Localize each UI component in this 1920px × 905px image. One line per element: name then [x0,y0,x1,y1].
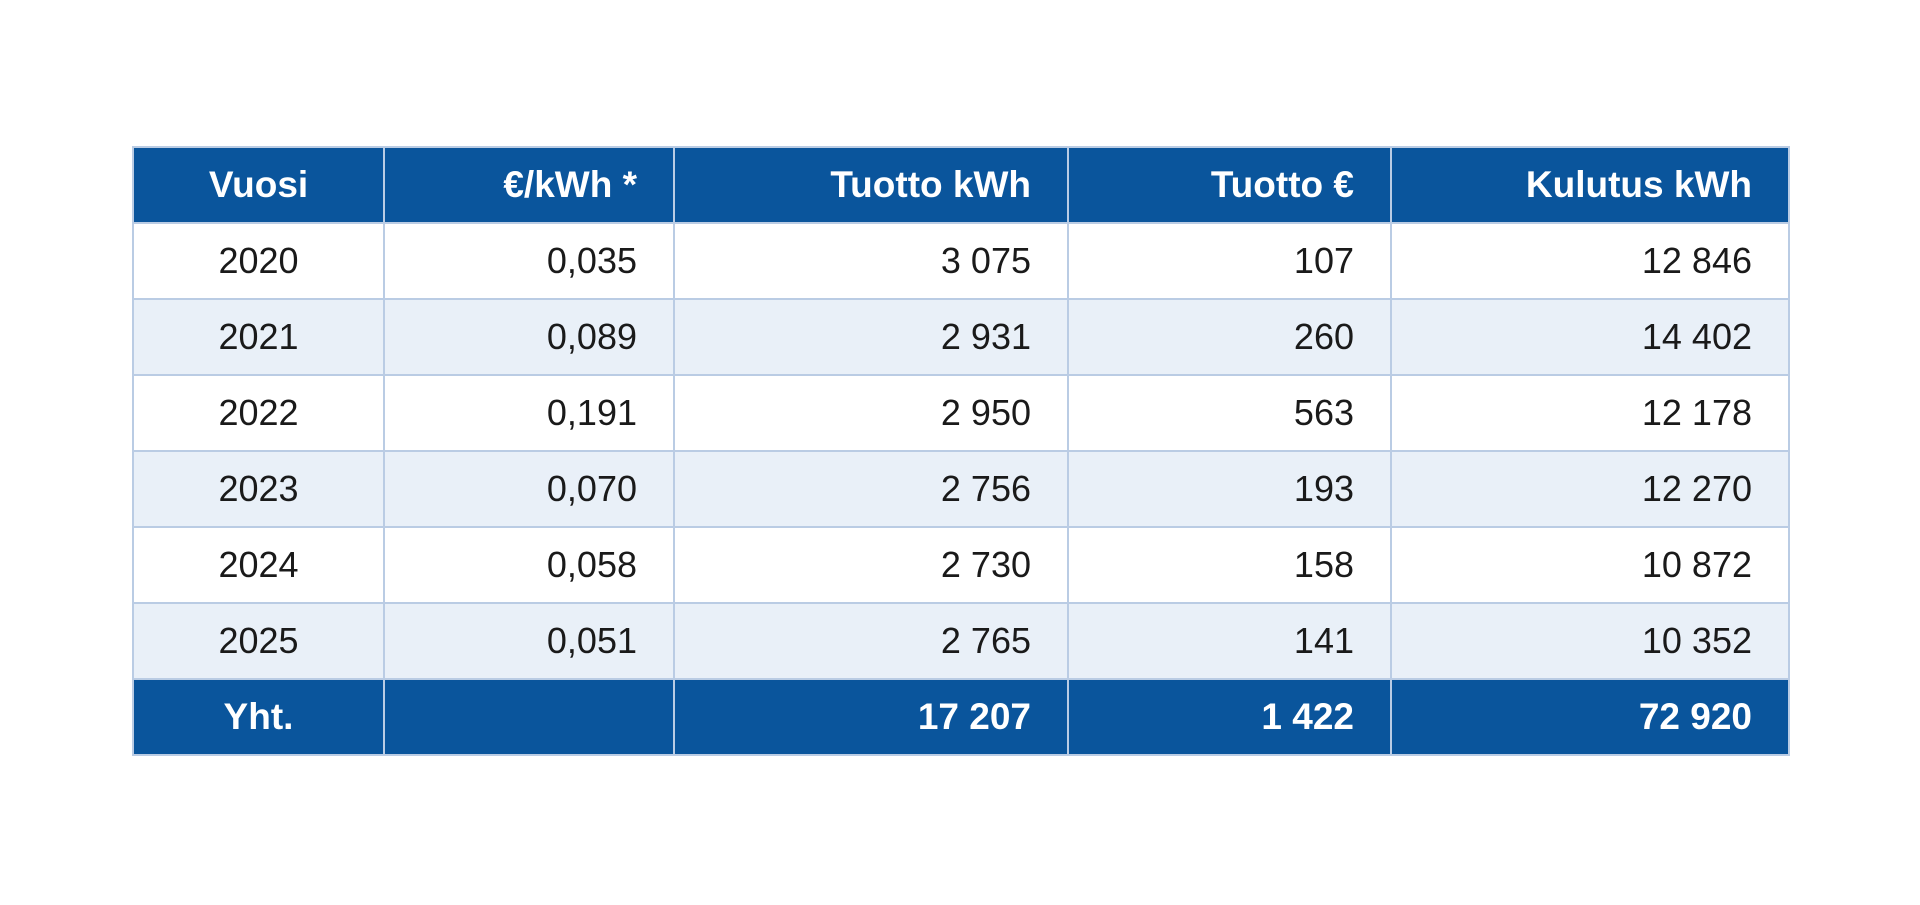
production-kwh-cell: 3 075 [673,222,1069,300]
production-eur-cell: 107 [1067,222,1392,300]
table-row-2023: 2023 0,070 2 756 193 12 270 [132,450,1790,528]
year-cell: 2020 [132,222,385,300]
table-row-2024: 2024 0,058 2 730 158 10 872 [132,526,1790,604]
consumption-kwh-cell: 12 270 [1390,450,1790,528]
consumption-kwh-cell: 10 352 [1390,602,1790,680]
year-cell: 2024 [132,526,385,604]
year-cell: 2025 [132,602,385,680]
price-cell: 0,070 [383,450,675,528]
production-eur-cell: 193 [1067,450,1392,528]
table-row-2021: 2021 0,089 2 931 260 14 402 [132,298,1790,376]
total-production-kwh-cell: 17 207 [673,678,1069,756]
table-row-2025: 2025 0,051 2 765 141 10 352 [132,602,1790,680]
table-row-2020: 2020 0,035 3 075 107 12 846 [132,222,1790,300]
price-cell: 0,191 [383,374,675,452]
header-row: Vuosi €/kWh * Tuotto kWh Tuotto € Kulutu… [132,146,1790,224]
production-kwh-cell: 2 931 [673,298,1069,376]
energy-production-table: Vuosi €/kWh * Tuotto kWh Tuotto € Kulutu… [132,146,1790,756]
energy-production-table-container: Vuosi €/kWh * Tuotto kWh Tuotto € Kulutu… [132,146,1790,756]
production-kwh-cell: 2 765 [673,602,1069,680]
consumption-kwh-cell: 12 846 [1390,222,1790,300]
production-eur-cell: 563 [1067,374,1392,452]
price-cell: 0,035 [383,222,675,300]
price-cell: 0,089 [383,298,675,376]
year-cell: 2022 [132,374,385,452]
price-cell: 0,058 [383,526,675,604]
year-cell: 2021 [132,298,385,376]
production-kwh-cell: 2 756 [673,450,1069,528]
column-header-vuosi: Vuosi [132,146,385,224]
table-row-2022: 2022 0,191 2 950 563 12 178 [132,374,1790,452]
consumption-kwh-cell: 10 872 [1390,526,1790,604]
consumption-kwh-cell: 12 178 [1390,374,1790,452]
production-kwh-cell: 2 730 [673,526,1069,604]
total-consumption-kwh-cell: 72 920 [1390,678,1790,756]
year-cell: 2023 [132,450,385,528]
production-kwh-cell: 2 950 [673,374,1069,452]
total-label-cell: Yht. [132,678,385,756]
price-cell: 0,051 [383,602,675,680]
production-eur-cell: 141 [1067,602,1392,680]
production-eur-cell: 260 [1067,298,1392,376]
production-eur-cell: 158 [1067,526,1392,604]
column-header-kulutus-kwh: Kulutus kWh [1390,146,1790,224]
consumption-kwh-cell: 14 402 [1390,298,1790,376]
column-header-tuotto-kwh: Tuotto kWh [673,146,1069,224]
column-header-eur-per-kwh: €/kWh * [383,146,675,224]
column-header-tuotto-eur: Tuotto € [1067,146,1392,224]
total-row: Yht. 17 207 1 422 72 920 [132,678,1790,756]
total-price-cell [383,678,675,756]
total-production-eur-cell: 1 422 [1067,678,1392,756]
